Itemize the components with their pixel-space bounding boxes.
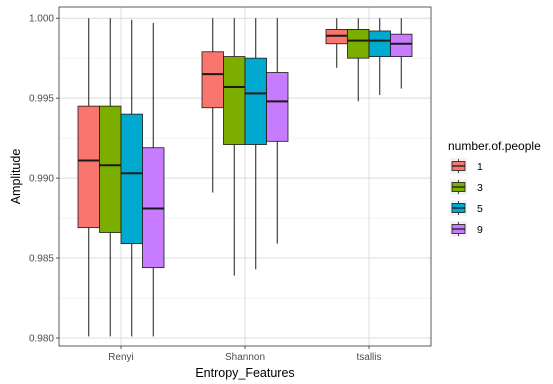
box-renyi-5 — [120, 19, 143, 337]
box-renyi-9 — [142, 22, 165, 337]
legend-label: 9 — [477, 224, 483, 236]
legend-label: 5 — [477, 203, 483, 215]
box-body — [99, 105, 122, 233]
box-tsallis-3 — [347, 18, 370, 102]
y-tick-label: 0.995 — [29, 94, 54, 105]
legend-item-1: 1 — [450, 158, 483, 174]
x-tick-label: tsallis — [356, 352, 381, 363]
box-body — [266, 72, 289, 142]
box-body — [77, 105, 100, 229]
box-body — [368, 30, 391, 57]
box-body — [201, 51, 224, 109]
legend-item-3: 3 — [450, 179, 483, 195]
box-tsallis-5 — [368, 18, 391, 95]
y-tick-label: 0.990 — [29, 174, 54, 185]
legend-item-5: 5 — [450, 200, 483, 216]
box-layer — [77, 18, 413, 337]
box-tsallis-1 — [325, 18, 348, 68]
x-tick-label: Shannon — [225, 352, 265, 363]
legend-items: 1 3 5 9 — [450, 158, 483, 237]
legend-title: number.of.people — [448, 139, 541, 153]
y-tick-label: 0.985 — [29, 254, 54, 265]
box-body — [347, 28, 370, 59]
box-shannon-9 — [266, 18, 289, 244]
legend-label: 3 — [477, 182, 483, 194]
box-shannon-3 — [223, 18, 246, 276]
box-body — [120, 113, 143, 245]
box-shannon-1 — [201, 18, 224, 193]
box-body — [223, 56, 246, 145]
legend-item-9: 9 — [450, 221, 483, 237]
x-axis-title: Entropy_Features — [195, 366, 294, 380]
axis-layer: 0.980 0.985 0.990 0.995 1.000 Renyi Shannon tsa… — [29, 14, 382, 363]
box-body — [390, 33, 413, 57]
y-axis-title: Amplitude — [9, 149, 23, 205]
box-tsallis-9 — [390, 18, 413, 89]
box-body — [244, 57, 267, 145]
legend-label: 1 — [477, 161, 483, 173]
y-tick-label: 0.980 — [29, 334, 54, 345]
x-tick-label: Renyi — [108, 352, 134, 363]
legend: number.of.people 1 3 5 9 — [448, 139, 541, 237]
box-renyi-3 — [99, 18, 122, 337]
y-tick-label: 1.000 — [29, 14, 54, 25]
box-renyi-1 — [77, 18, 100, 337]
